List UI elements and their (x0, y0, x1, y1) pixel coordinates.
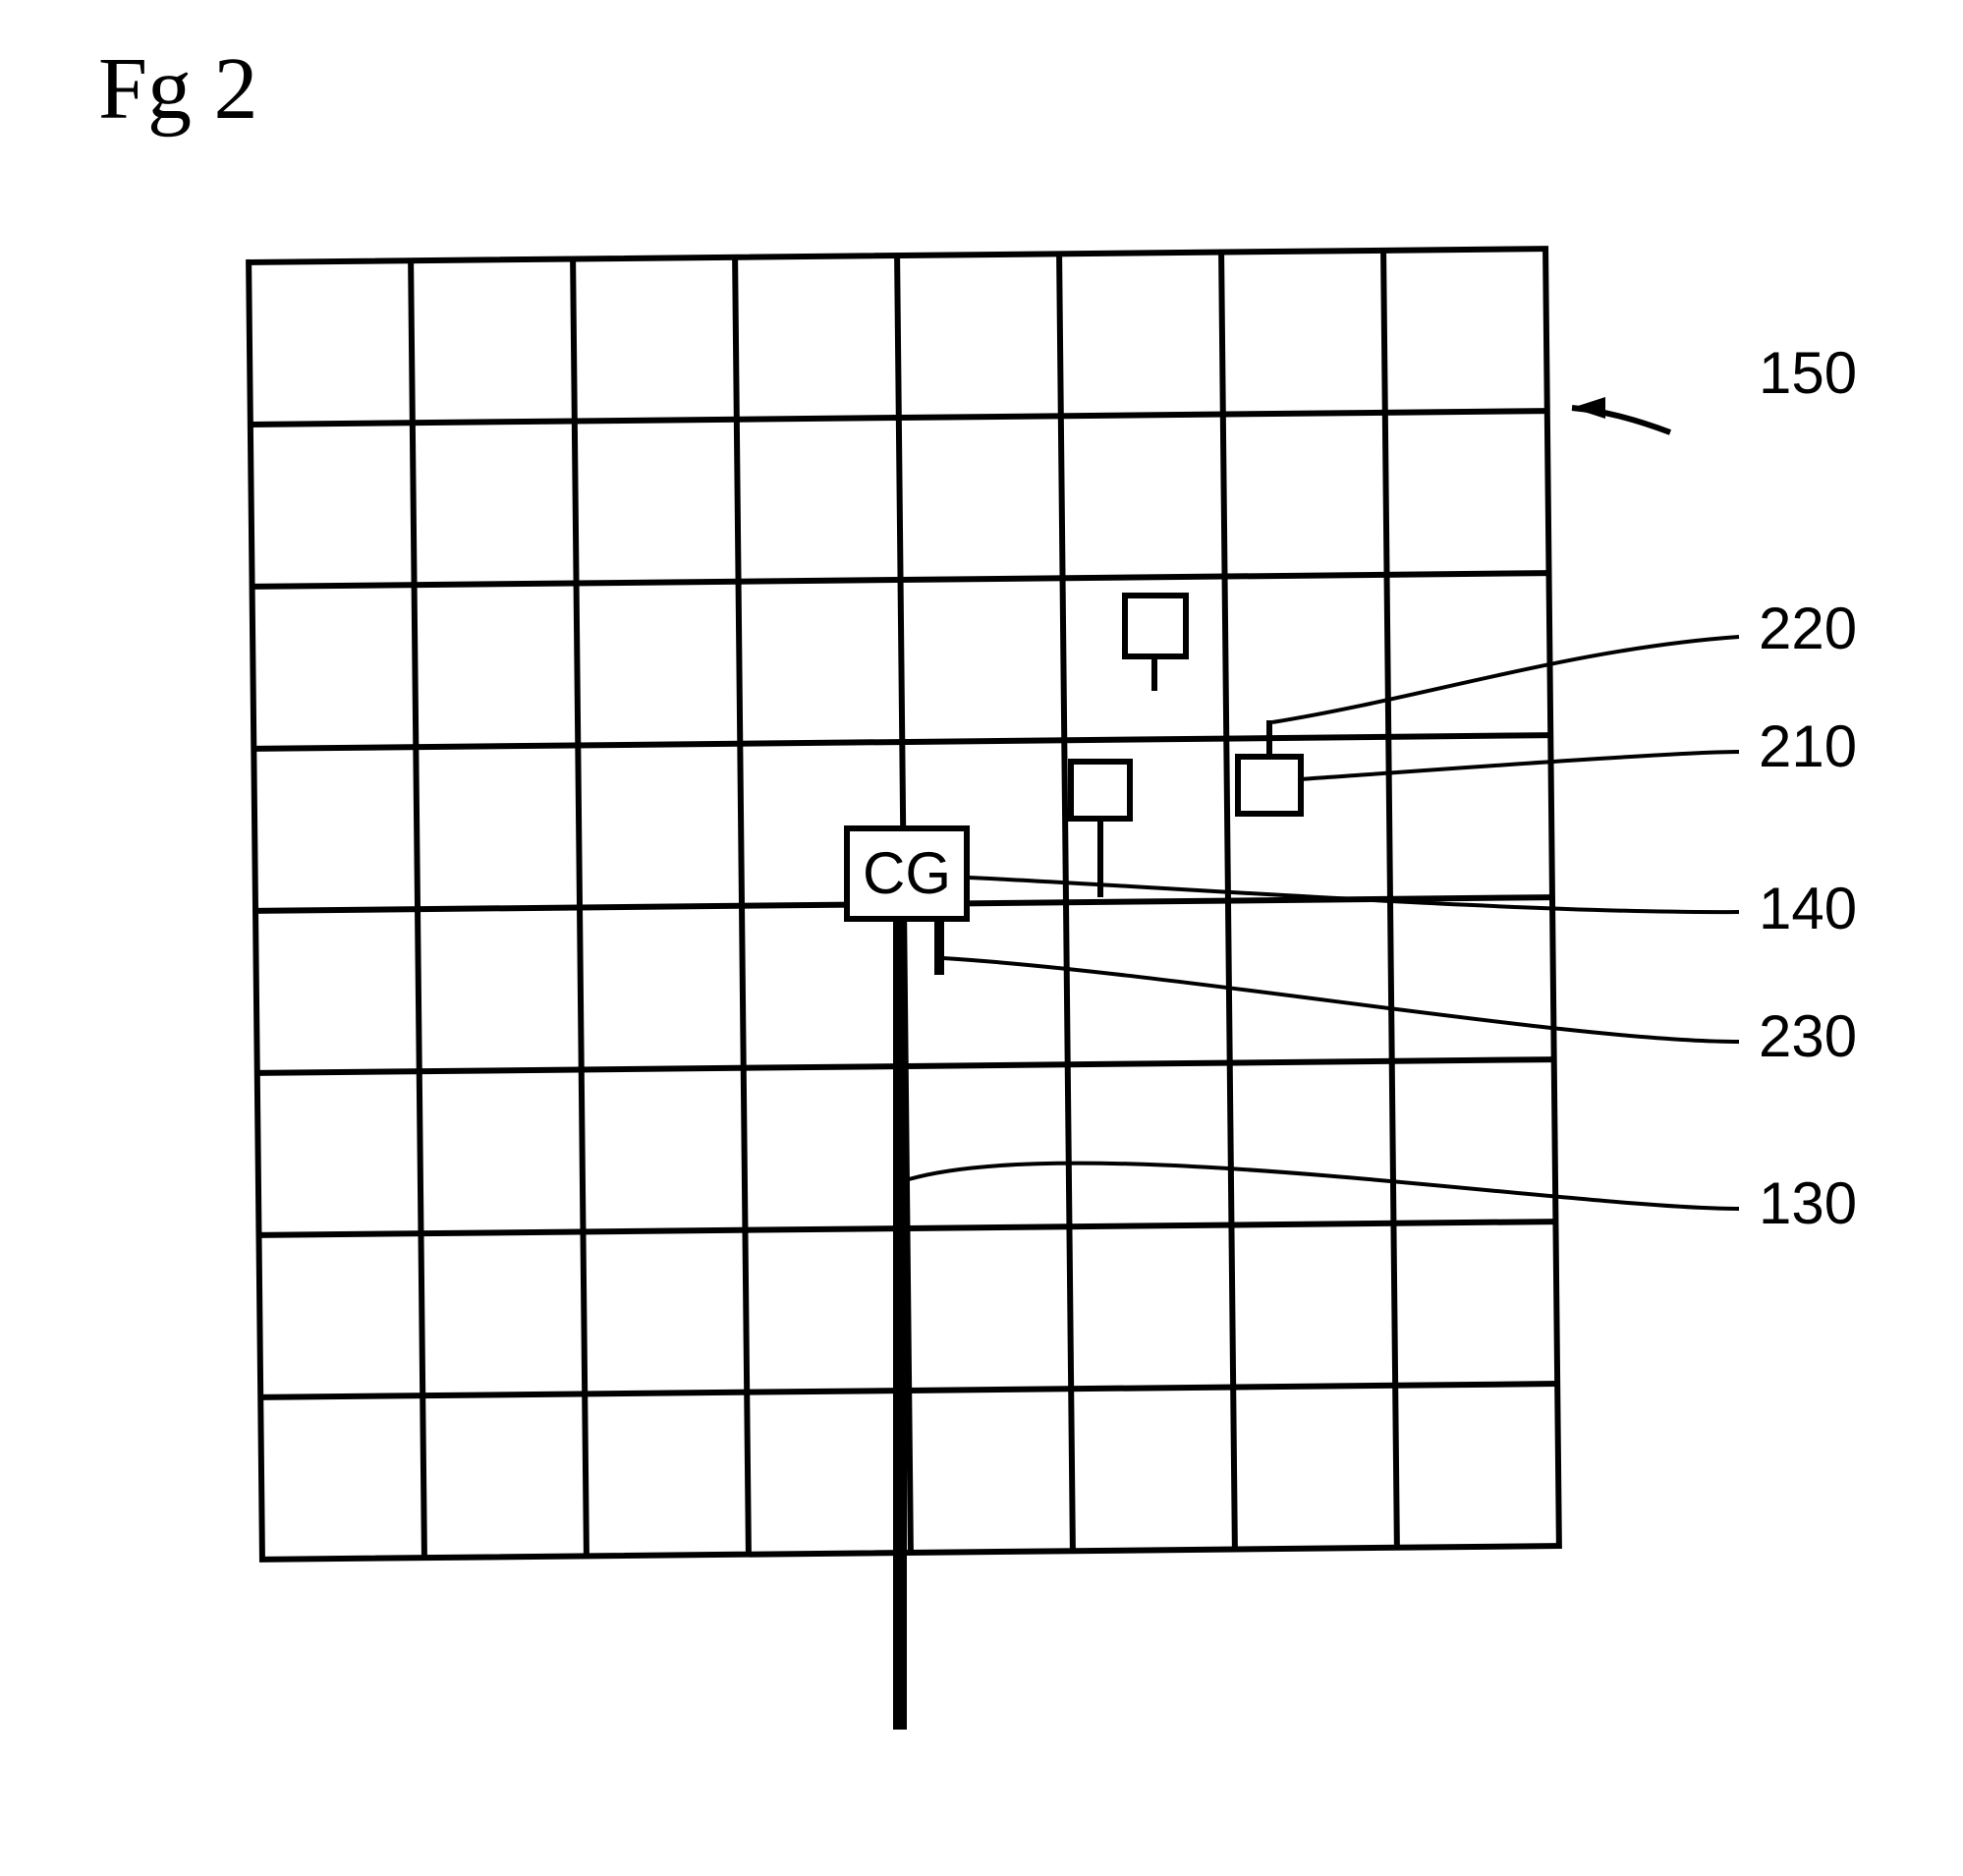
leader-140 (968, 878, 1739, 912)
label-150: 150 (1759, 340, 1857, 406)
leader-220 (1272, 637, 1739, 722)
leader-210 (1300, 752, 1739, 779)
label-130: 130 (1759, 1170, 1857, 1236)
arrow-150 (1572, 397, 1670, 432)
small-boxes (1071, 596, 1301, 819)
label-140: 140 (1759, 876, 1857, 941)
label-230: 230 (1759, 1003, 1857, 1069)
figure-label: Fg 2 (98, 40, 258, 138)
label-220: 220 (1759, 596, 1857, 661)
leader-230 (943, 958, 1739, 1042)
cg-node: CG (847, 828, 967, 919)
label-210: 210 (1759, 713, 1857, 779)
leader-130 (909, 1164, 1739, 1209)
cg-label: CG (863, 840, 951, 906)
